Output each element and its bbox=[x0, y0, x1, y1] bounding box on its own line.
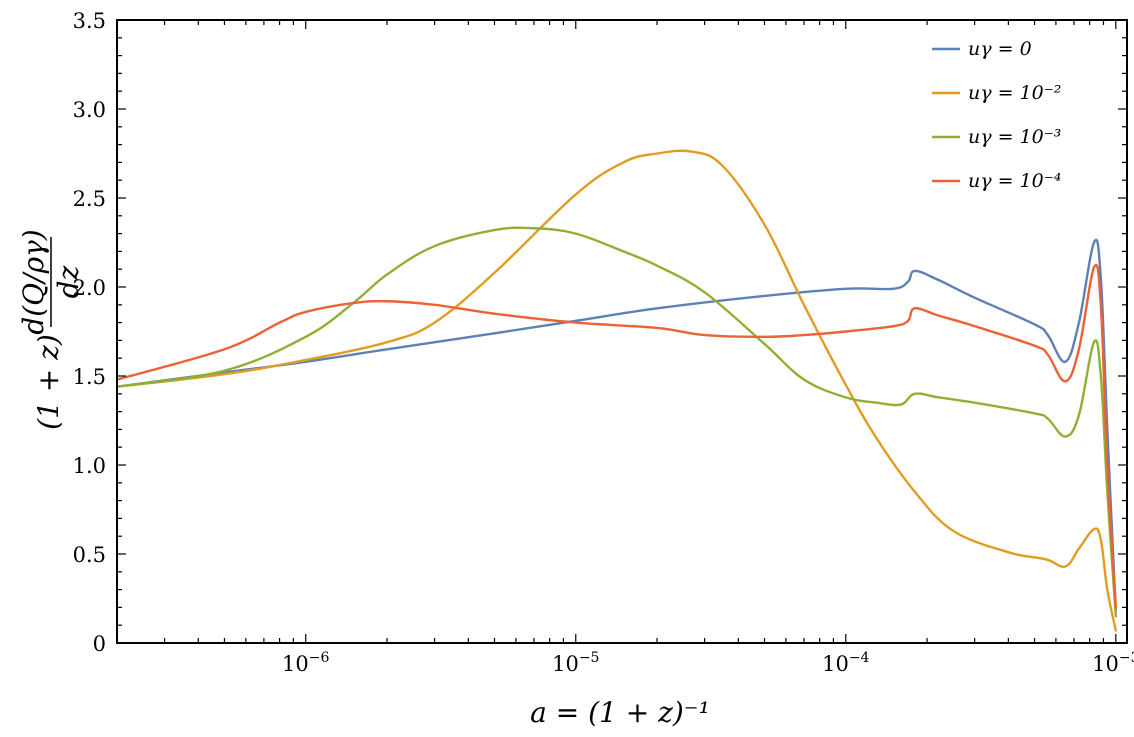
y-tick-label: 1.5 bbox=[73, 365, 106, 389]
legend-label: uγ = 10⁻⁴ bbox=[968, 170, 1061, 192]
x-tick-label: 10−5 bbox=[552, 650, 599, 676]
y-tick-label: 2.0 bbox=[73, 276, 106, 300]
series-line-0 bbox=[117, 238, 1118, 613]
y-axis-title-numerator: d(Q/ργ) bbox=[17, 229, 50, 334]
legend: uγ = 0 uγ = 10⁻² uγ = 10⁻³ uγ = 10⁻⁴ bbox=[932, 38, 1061, 192]
plot-frame bbox=[116, 19, 1128, 644]
y-tick-label: 1.0 bbox=[73, 454, 106, 478]
series-line-1 bbox=[117, 149, 1118, 632]
series-line-2 bbox=[117, 226, 1118, 618]
legend-label: uγ = 0 bbox=[968, 38, 1032, 60]
legend-label: uγ = 10⁻² bbox=[968, 82, 1061, 104]
y-tick-label: 0 bbox=[93, 632, 106, 656]
y-tick-label: 0.5 bbox=[73, 543, 106, 567]
x-axis-title: a = (1 + z)⁻¹ bbox=[530, 696, 710, 729]
y-tick-label: 2.5 bbox=[73, 187, 106, 211]
x-tick-label: 10−6 bbox=[282, 650, 329, 676]
y-axis-title: (1 + z) d(Q/ργ) dz bbox=[17, 229, 85, 430]
x-tick-label: 10−3 bbox=[1092, 650, 1134, 676]
x-tick-label: 10−4 bbox=[822, 650, 869, 676]
y-axis-title-prefix: (1 + z) bbox=[32, 334, 65, 430]
x-axis: 10−6 10−5 10−4 10−3 bbox=[116, 20, 1134, 676]
y-axis: 0 0.5 1.0 1.5 2.0 2.5 3.0 3.5 bbox=[73, 9, 1127, 656]
y-tick-label: 3.0 bbox=[73, 98, 106, 122]
series-line-3 bbox=[117, 263, 1118, 609]
series-layer bbox=[117, 149, 1118, 632]
legend-label: uγ = 10⁻³ bbox=[968, 126, 1061, 148]
y-tick-label: 3.5 bbox=[73, 9, 106, 33]
y-axis-title-denominator: dz bbox=[52, 265, 85, 298]
